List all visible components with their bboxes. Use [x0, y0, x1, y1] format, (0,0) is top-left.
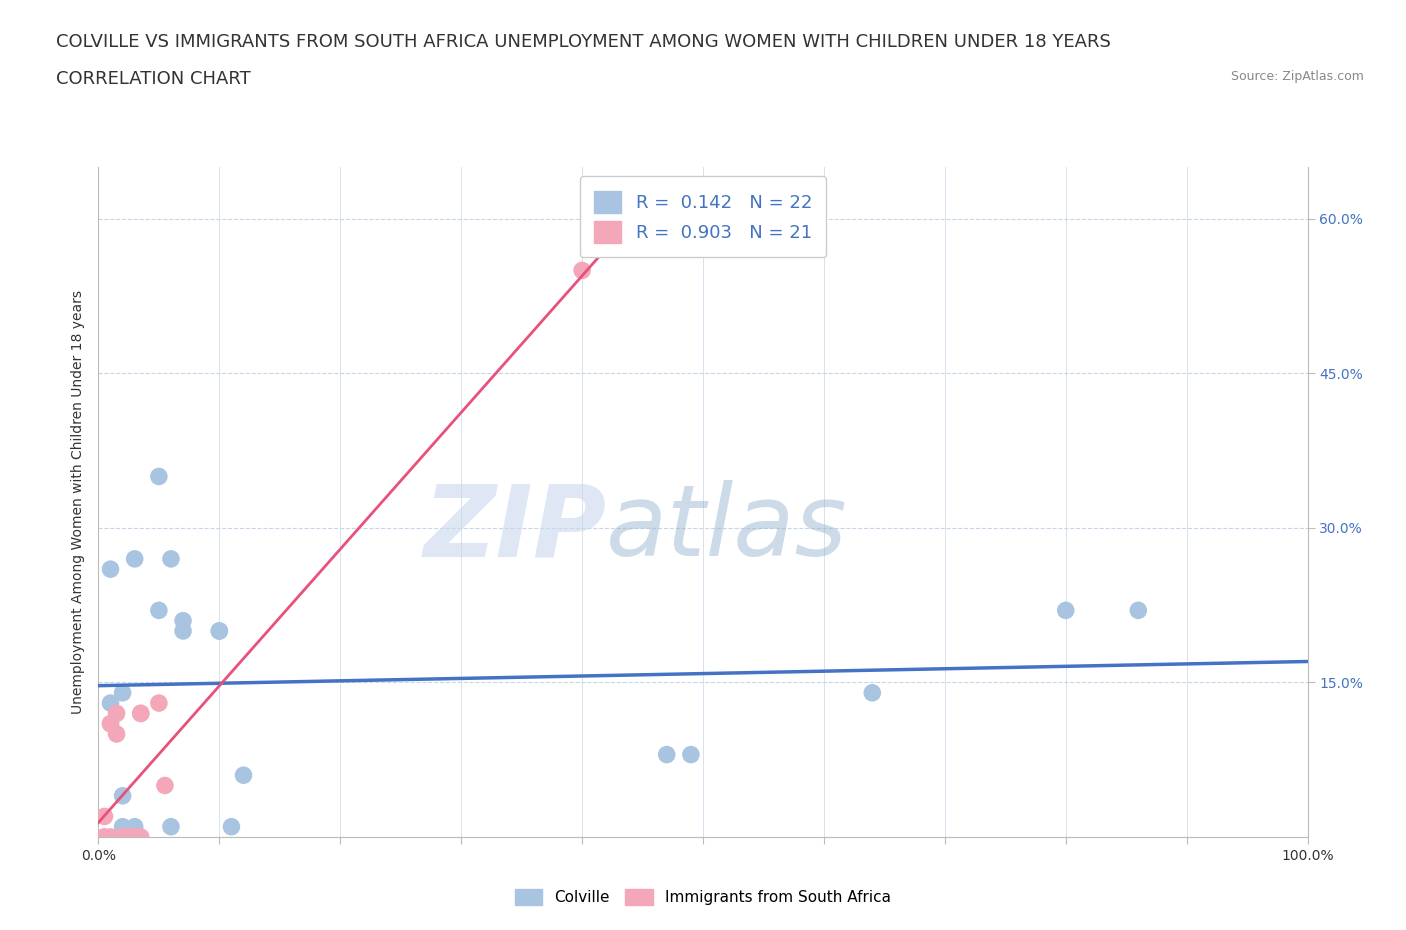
Point — [124, 830, 146, 844]
Point — [679, 747, 702, 762]
Text: ZIP: ZIP — [423, 481, 606, 578]
Point — [111, 830, 134, 844]
Text: Source: ZipAtlas.com: Source: ZipAtlas.com — [1230, 70, 1364, 83]
Point — [1128, 603, 1150, 618]
Text: COLVILLE VS IMMIGRANTS FROM SOUTH AFRICA UNEMPLOYMENT AMONG WOMEN WITH CHILDREN : COLVILLE VS IMMIGRANTS FROM SOUTH AFRICA… — [56, 33, 1111, 50]
Point — [118, 830, 141, 844]
Point — [232, 768, 254, 783]
Point — [160, 551, 183, 566]
Legend: Colville, Immigrants from South Africa: Colville, Immigrants from South Africa — [508, 882, 898, 913]
Text: CORRELATION CHART: CORRELATION CHART — [56, 70, 252, 87]
Text: atlas: atlas — [606, 481, 848, 578]
Point — [105, 706, 128, 721]
Point — [93, 830, 115, 844]
Point — [100, 716, 122, 731]
Point — [93, 809, 115, 824]
Point — [221, 819, 243, 834]
Point — [208, 623, 231, 638]
Point — [111, 830, 134, 844]
Point — [100, 696, 122, 711]
Point — [124, 551, 146, 566]
Point — [100, 716, 122, 731]
Point — [153, 778, 176, 793]
Point — [100, 830, 122, 844]
Point — [129, 830, 152, 844]
Point — [118, 830, 141, 844]
Point — [148, 696, 170, 711]
Point — [124, 830, 146, 844]
Point — [655, 747, 678, 762]
Point — [860, 685, 883, 700]
Point — [148, 603, 170, 618]
Point — [111, 685, 134, 700]
Y-axis label: Unemployment Among Women with Children Under 18 years: Unemployment Among Women with Children U… — [72, 290, 86, 714]
Point — [105, 726, 128, 741]
Point — [148, 469, 170, 484]
Point — [111, 819, 134, 834]
Point — [100, 562, 122, 577]
Point — [208, 623, 231, 638]
Point — [571, 263, 593, 278]
Point — [1054, 603, 1077, 618]
Point — [124, 819, 146, 834]
Point — [172, 623, 194, 638]
Point — [129, 706, 152, 721]
Point — [111, 789, 134, 804]
Point — [172, 613, 194, 628]
Legend: R =  0.142   N = 22, R =  0.903   N = 21: R = 0.142 N = 22, R = 0.903 N = 21 — [579, 177, 827, 258]
Point — [160, 819, 183, 834]
Point — [111, 830, 134, 844]
Point — [129, 706, 152, 721]
Point — [93, 830, 115, 844]
